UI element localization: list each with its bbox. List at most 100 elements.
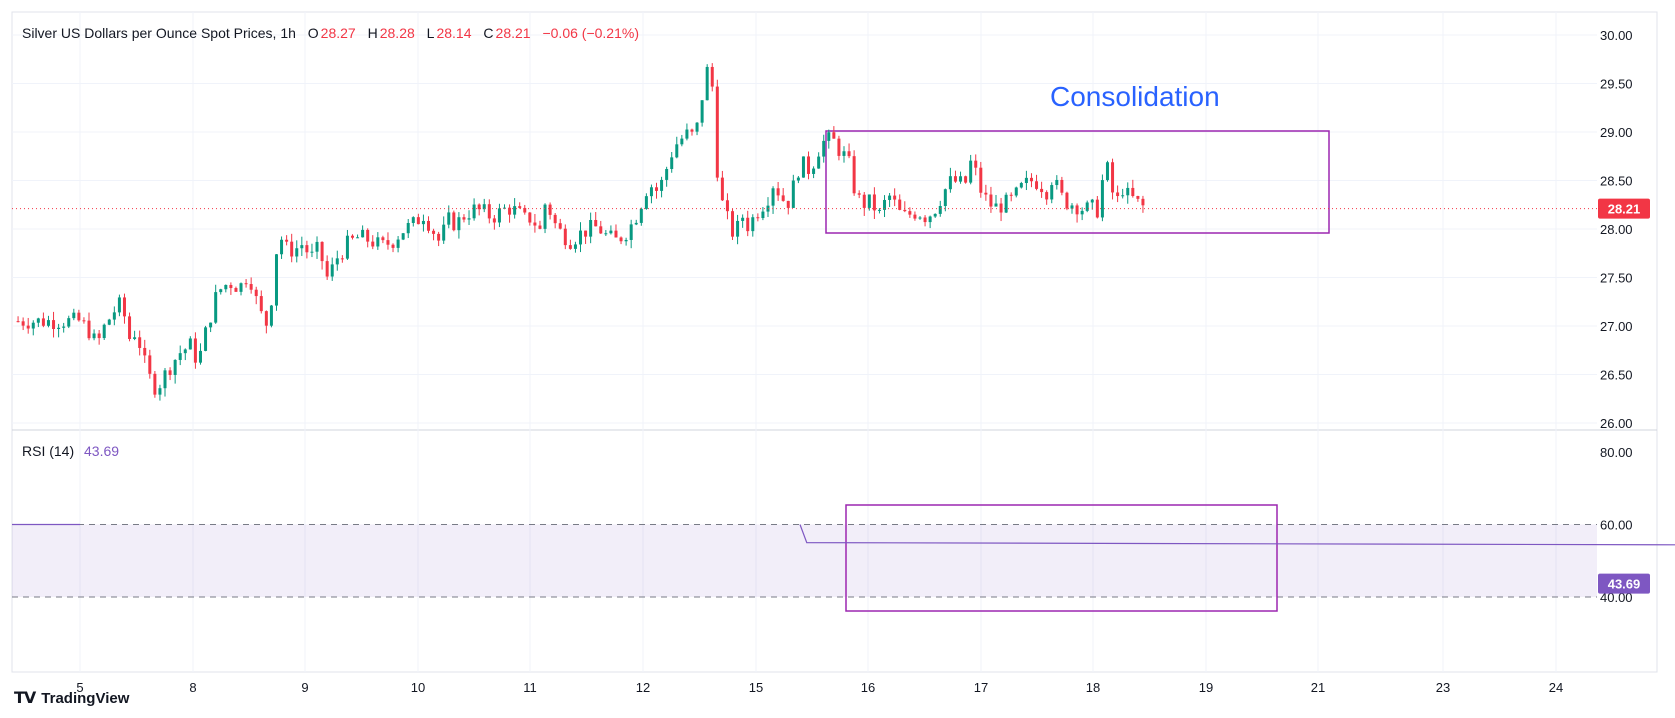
x-tick-label: 23 bbox=[1436, 680, 1450, 695]
candle-body bbox=[731, 211, 735, 237]
candle-body bbox=[883, 199, 887, 210]
candle-body bbox=[92, 333, 96, 339]
candle-body bbox=[82, 320, 86, 322]
candle-body bbox=[736, 220, 740, 237]
candle-body bbox=[766, 205, 770, 212]
consolidation-annotation: Consolidation bbox=[1050, 81, 1220, 112]
price-tick-label: 29.50 bbox=[1600, 77, 1633, 92]
candle-body bbox=[1050, 185, 1054, 200]
x-tick-label: 18 bbox=[1086, 680, 1100, 695]
candle-body bbox=[340, 258, 344, 260]
candle-body bbox=[416, 217, 420, 225]
candle-body bbox=[538, 225, 542, 229]
candle-body bbox=[437, 233, 441, 241]
candle-body bbox=[421, 220, 425, 225]
candle-body bbox=[715, 86, 719, 178]
chart-frame bbox=[11, 11, 1658, 673]
candle-body bbox=[214, 292, 218, 323]
candle-body bbox=[244, 283, 248, 285]
candle-body bbox=[513, 206, 517, 215]
candle-body bbox=[1060, 179, 1064, 193]
candle-body bbox=[57, 327, 61, 330]
candle-body bbox=[589, 219, 593, 237]
candle-body bbox=[1116, 192, 1120, 197]
candle-body bbox=[579, 230, 583, 245]
candle-body bbox=[1035, 181, 1039, 189]
tradingview-logo[interactable]: 𝗧𝗩 TradingView bbox=[14, 688, 129, 708]
candle-body bbox=[168, 370, 172, 375]
candle-body bbox=[305, 245, 309, 253]
candle-body bbox=[158, 388, 162, 395]
candle-body bbox=[16, 321, 20, 323]
candle-body bbox=[943, 189, 947, 207]
candle-body bbox=[695, 122, 699, 132]
rsi-line bbox=[12, 523, 1675, 546]
candle-body bbox=[361, 229, 365, 238]
candle-body bbox=[953, 176, 957, 182]
candle-body bbox=[143, 347, 147, 356]
candle-body bbox=[1014, 187, 1018, 196]
candle-body bbox=[366, 229, 370, 242]
axes: 5 8 9 10 11 12 15 16 17 18 19 21 23 24 30.00 29.50 29.00… bbox=[12, 28, 1650, 695]
candle-body bbox=[381, 237, 385, 241]
candle-body bbox=[1070, 205, 1074, 209]
candle-body bbox=[959, 176, 963, 182]
price-tick-label: 27.00 bbox=[1600, 319, 1633, 334]
price-tick-label: 28.00 bbox=[1600, 222, 1633, 237]
candle-body bbox=[391, 244, 395, 248]
candle-body bbox=[447, 212, 451, 225]
candle-body bbox=[675, 144, 679, 158]
candle-body bbox=[163, 370, 167, 389]
candle-body bbox=[97, 333, 101, 339]
candle-body bbox=[153, 373, 157, 395]
x-tick-label: 12 bbox=[636, 680, 650, 695]
candle-body bbox=[877, 209, 881, 211]
candle-body bbox=[938, 206, 942, 214]
candle-body bbox=[300, 245, 304, 249]
candle-body bbox=[1080, 210, 1084, 215]
candle-body bbox=[330, 264, 334, 277]
candle-body bbox=[791, 180, 795, 208]
candle-body bbox=[224, 284, 228, 290]
candle-body bbox=[553, 214, 557, 224]
candle-body bbox=[492, 218, 496, 223]
candle-body bbox=[786, 200, 790, 208]
candle-body bbox=[239, 283, 243, 292]
x-tick-label: 5 bbox=[76, 680, 83, 695]
candle-body bbox=[21, 321, 25, 326]
candle-body bbox=[1045, 192, 1049, 200]
candle-body bbox=[528, 212, 532, 223]
candle-body bbox=[999, 203, 1003, 213]
candle-body bbox=[852, 156, 856, 194]
symbol-title: Silver US Dollars per Ounce Spot Prices,… bbox=[22, 25, 296, 41]
candle-body bbox=[568, 245, 572, 249]
candle-body bbox=[923, 217, 927, 223]
candle-body bbox=[827, 132, 831, 141]
candle-body bbox=[670, 157, 674, 169]
candle-body bbox=[974, 160, 978, 168]
candle-body bbox=[867, 194, 871, 208]
candle-body bbox=[518, 206, 522, 208]
candle-body bbox=[563, 228, 567, 246]
candle-body bbox=[1136, 196, 1140, 199]
candle-body bbox=[122, 297, 126, 317]
open-value: 28.27 bbox=[320, 25, 356, 41]
candle-body bbox=[629, 224, 633, 240]
last-price-badge bbox=[1598, 198, 1650, 219]
candle-body bbox=[508, 207, 512, 215]
candle-body bbox=[888, 195, 892, 200]
candle-body bbox=[655, 187, 659, 191]
candle-body bbox=[193, 338, 197, 363]
candle-body bbox=[31, 322, 35, 329]
candle-body bbox=[1065, 192, 1069, 209]
candle-body bbox=[584, 230, 588, 237]
candle-body bbox=[1004, 194, 1008, 213]
candle-body bbox=[117, 297, 121, 313]
x-tick-label: 9 bbox=[301, 680, 308, 695]
candle-body bbox=[188, 338, 192, 350]
candle-body bbox=[1075, 205, 1079, 215]
price-header: Silver US Dollars per Ounce Spot Prices,… bbox=[22, 25, 641, 41]
price-tick-label: 27.50 bbox=[1600, 271, 1633, 286]
candle-body bbox=[315, 241, 319, 252]
